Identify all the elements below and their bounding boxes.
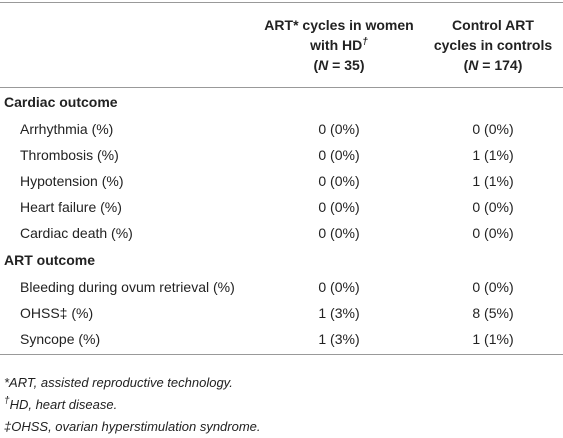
value-cell: 1 (3%) (255, 326, 423, 355)
footnotes: *ART, assisted reproductive technology. †… (4, 372, 261, 438)
footnote-text: HD, heart disease. (9, 397, 118, 412)
value-cell: 0 (0%) (472, 225, 514, 241)
value-cell: 0 (0%) (318, 199, 360, 215)
value-cell: 0 (0%) (472, 121, 514, 137)
footnote: †HD, heart disease. (4, 394, 261, 416)
n-prefix: ( (313, 57, 319, 73)
value-cell: 1 (1%) (472, 173, 514, 189)
value-cell: 1 (1%) (423, 326, 563, 355)
row-label: OHSS‡ (%) (20, 305, 94, 321)
n-suffix: = 174) (478, 57, 523, 73)
table-body: Cardiac outcome Arrhythmia (%) 0 (0%) 0 (0%… (0, 88, 563, 355)
data-row: Hypotension (%) 0 (0%) 1 (1%) (0, 168, 563, 194)
value-cell: 0 (0%) (472, 199, 514, 215)
section-row: Cardiac outcome (0, 88, 563, 117)
row-label: Thrombosis (%) (20, 147, 119, 163)
header-row: ART* cycles in women with HD† (N = 35) Con… (0, 2, 563, 88)
data-row: Heart failure (%) 0 (0%) 0 (0%) (0, 194, 563, 220)
n-prefix: ( (463, 57, 469, 73)
section-label: ART outcome (4, 252, 95, 268)
value-cell: 1 (1%) (472, 147, 514, 163)
row-label: Hypotension (%) (20, 173, 124, 189)
value-cell: 0 (0%) (318, 147, 360, 163)
footnote: ‡OHSS, ovarian hyperstimulation syndrome… (4, 416, 261, 438)
row-label: Heart failure (%) (20, 199, 122, 215)
column-title: ART* cycles in women with HD (264, 17, 414, 53)
row-label: Cardiac death (%) (20, 225, 133, 241)
footnote-mark: † (362, 36, 368, 48)
data-row: Cardiac death (%) 0 (0%) 0 (0%) (0, 220, 563, 246)
data-row: OHSS‡ (%) 1 (3%) 8 (5%) (0, 300, 563, 326)
footnote-text: ‡OHSS, ovarian hyperstimulation syndrome… (4, 419, 261, 434)
footnote: *ART, assisted reproductive technology. (4, 372, 261, 394)
column-title: Control ART cycles in controls (433, 17, 553, 53)
footnote-mark: † (4, 395, 10, 407)
value-cell: 0 (0%) (318, 279, 360, 295)
value-cell: 1 (3%) (318, 305, 360, 321)
table: ART* cycles in women with HD† (N = 35) Con… (0, 2, 563, 355)
data-row: Bleeding during ovum retrieval (%) 0 (0%)… (0, 274, 563, 300)
data-row: Arrhythmia (%) 0 (0%) 0 (0%) (0, 116, 563, 142)
value-cell: 8 (5%) (472, 305, 514, 321)
header-cell: ART* cycles in women with HD† (N = 35) (255, 2, 423, 88)
data-row: Syncope (%) 1 (3%) 1 (1%) (0, 326, 563, 355)
value-cell: 0 (0%) (472, 279, 514, 295)
n-symbol: N (468, 57, 479, 73)
row-label: Arrhythmia (%) (20, 121, 114, 137)
row-label: Bleeding during ovum retrieval (%) (20, 279, 235, 295)
data-row: Thrombosis (%) 0 (0%) 1 (1%) (0, 142, 563, 168)
row-label: Syncope (%) (0, 326, 255, 355)
section-label: Cardiac outcome (4, 94, 118, 110)
value-cell: 0 (0%) (318, 173, 360, 189)
value-cell: 0 (0%) (318, 225, 360, 241)
header-cell: Control ART cycles in controls (N = 174) (423, 2, 563, 88)
header-cell (0, 2, 255, 88)
n-suffix: = 35) (328, 57, 365, 73)
section-row: ART outcome (0, 246, 563, 274)
value-cell: 0 (0%) (318, 121, 360, 137)
footnote-text: *ART, assisted reproductive technology. (4, 375, 233, 390)
n-symbol: N (318, 57, 329, 73)
